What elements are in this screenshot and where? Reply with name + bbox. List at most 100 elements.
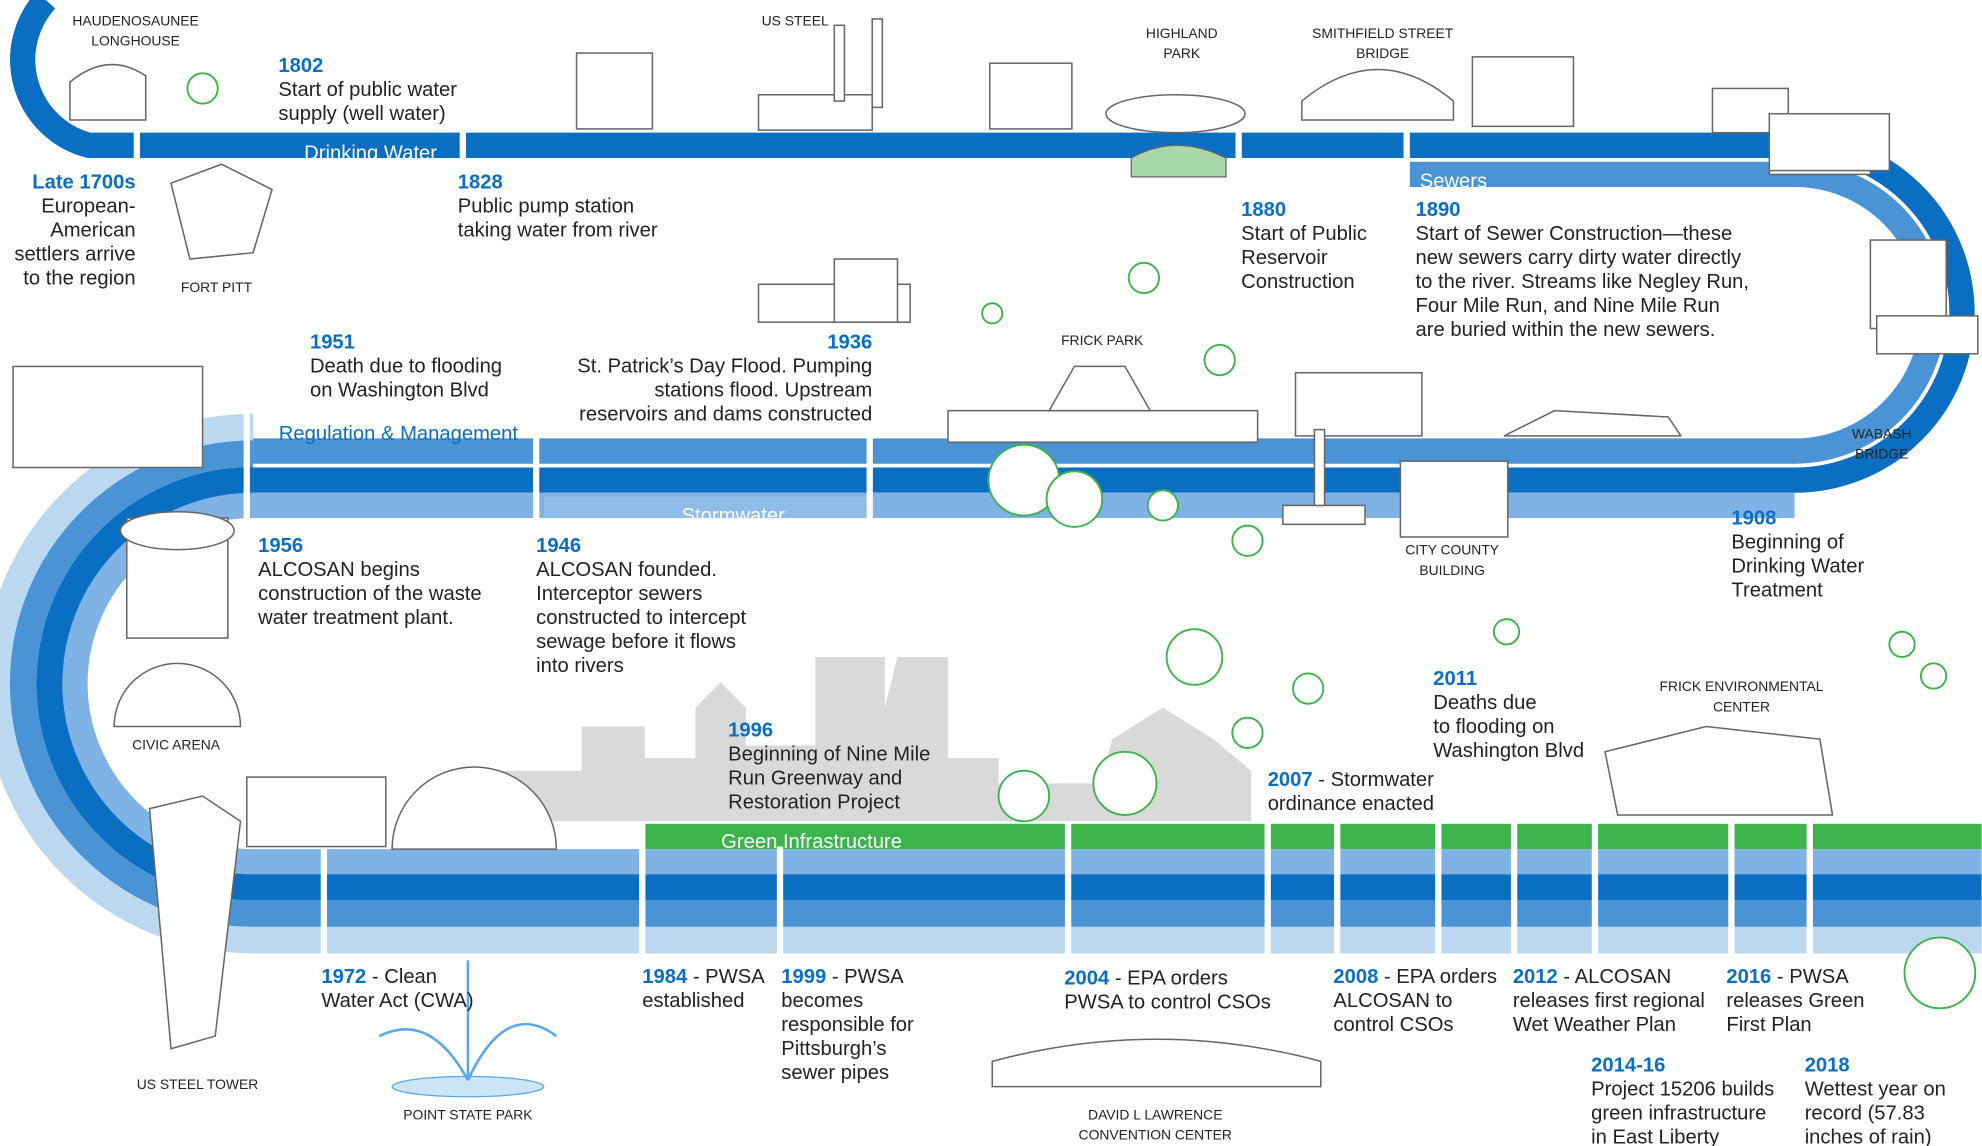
event-text: Water Act (CWA) bbox=[321, 990, 473, 1012]
event-text: green infrastructure bbox=[1591, 1102, 1766, 1124]
event-text: Beginning of Nine Mile bbox=[728, 744, 930, 766]
event-text: taking water from river bbox=[458, 219, 658, 241]
landmark-label: CENTER bbox=[1713, 698, 1770, 714]
event-text: inches of rain) bbox=[1805, 1126, 1932, 1146]
event-text: European- bbox=[41, 195, 135, 217]
landmark-label: WABASH bbox=[1852, 425, 1912, 441]
event-text: Pittsburgh’s bbox=[781, 1038, 886, 1060]
event-text: Washington Blvd bbox=[1433, 740, 1584, 762]
event-year: 2004 bbox=[1064, 967, 1110, 989]
event-year: 2012 bbox=[1513, 966, 1558, 988]
event-text: water treatment plant. bbox=[257, 607, 453, 629]
event-year: 1956 bbox=[258, 535, 303, 557]
event-text: construction of the waste bbox=[258, 583, 481, 605]
event-year: 1984 bbox=[642, 966, 688, 988]
event-text: ordinance enacted bbox=[1268, 793, 1434, 815]
event-text: - PWSA bbox=[1771, 966, 1849, 988]
event: 2014-16Project 15206 buildsgreen infrast… bbox=[1591, 1054, 1774, 1146]
event-text: - EPA orders bbox=[1378, 966, 1497, 988]
event-text: - Clean bbox=[366, 966, 437, 988]
event-year: 1946 bbox=[536, 535, 581, 557]
event-text: to flooding on bbox=[1433, 716, 1554, 738]
event-text: into rivers bbox=[536, 655, 624, 677]
landmark-label: CONVENTION CENTER bbox=[1079, 1127, 1232, 1143]
event-text: control CSOs bbox=[1333, 1014, 1453, 1036]
event-text: Wettest year on bbox=[1805, 1078, 1946, 1100]
landmark-label: FRICK ENVIRONMENTAL bbox=[1660, 678, 1824, 694]
event: 1880Start of PublicReservoirConstruction bbox=[1241, 199, 1367, 293]
landmark-label: BRIDGE bbox=[1855, 446, 1908, 462]
event-text: stations flood. Upstream bbox=[654, 380, 872, 402]
landmark-label: LONGHOUSE bbox=[91, 32, 180, 48]
event-year: 2011 bbox=[1433, 668, 1477, 690]
event-year: 2016 bbox=[1726, 966, 1771, 988]
event-text: First Plan bbox=[1726, 1014, 1811, 1036]
landmark-label: FORT PITT bbox=[181, 279, 253, 295]
event-year: 1802 bbox=[278, 55, 323, 77]
event-year: 1936 bbox=[827, 332, 872, 354]
event-text: Treatment bbox=[1731, 579, 1823, 601]
event-year: 2007 bbox=[1268, 769, 1313, 791]
event-year: 2014-16 bbox=[1591, 1054, 1665, 1076]
event-text: - EPA orders bbox=[1109, 967, 1228, 989]
event-text: Public pump station bbox=[458, 195, 634, 217]
event-text: new sewers carry dirty water directly bbox=[1416, 247, 1742, 269]
event-year: 1880 bbox=[1241, 199, 1286, 221]
event-year: 1951 bbox=[310, 332, 355, 354]
landmark-label: PARK bbox=[1163, 45, 1200, 61]
event-text: Wet Weather Plan bbox=[1513, 1014, 1676, 1036]
event-text: supply (well water) bbox=[278, 103, 445, 125]
event: 2016 - PWSAreleases GreenFirst Plan bbox=[1726, 966, 1864, 1036]
event-text: are buried within the new sewers. bbox=[1416, 319, 1716, 341]
event-text: Start of public water bbox=[278, 79, 457, 101]
event-text: PWSA to control CSOs bbox=[1064, 991, 1271, 1013]
landmark-label: POINT STATE PARK bbox=[403, 1106, 533, 1122]
band-label: Green Infrastructure bbox=[721, 831, 902, 853]
timeline-infographic: Drinking WaterSewersRegulation & Managem… bbox=[0, 0, 1982, 1146]
event-text: record (57.83 bbox=[1805, 1102, 1925, 1124]
event-text: Restoration Project bbox=[728, 792, 900, 814]
event-text: Start of Sewer Construction—these bbox=[1416, 223, 1733, 245]
landmark-label: US STEEL TOWER bbox=[137, 1076, 259, 1092]
event-text: - PWSA bbox=[687, 966, 765, 988]
event-year: 1908 bbox=[1731, 507, 1776, 529]
event: 1956ALCOSAN beginsconstruction of the wa… bbox=[257, 535, 481, 629]
event-text: Start of Public bbox=[1241, 223, 1367, 245]
event-year: Late 1700s bbox=[32, 171, 135, 193]
event: 1908Beginning ofDrinking WaterTreatment bbox=[1731, 507, 1864, 601]
band-label: Regulation & Management bbox=[279, 423, 519, 445]
event: 2018Wettest year onrecord (57.83inches o… bbox=[1805, 1054, 1946, 1146]
event-text: Death due to flooding bbox=[310, 356, 502, 378]
event-text: St. Patrick’s Day Flood. Pumping bbox=[577, 356, 872, 378]
event-text: releases Green bbox=[1726, 990, 1864, 1012]
event: 1972 - CleanWater Act (CWA) bbox=[321, 966, 473, 1012]
event-text: ALCOSAN to bbox=[1333, 990, 1452, 1012]
event-year: 2008 bbox=[1333, 966, 1378, 988]
event-text: Four Mile Run, and Nine Mile Run bbox=[1416, 295, 1720, 317]
event-text: to the river. Streams like Negley Run, bbox=[1416, 271, 1750, 293]
band-label: Drinking Water bbox=[304, 142, 437, 164]
landmark-label: HIGHLAND bbox=[1146, 25, 1218, 41]
event-text: ALCOSAN founded. bbox=[536, 559, 717, 581]
landmark-label: CIVIC ARENA bbox=[132, 736, 221, 752]
event-text: to the region bbox=[23, 267, 135, 289]
event-text: Run Greenway and bbox=[728, 768, 902, 790]
event-text: - ALCOSAN bbox=[1558, 966, 1671, 988]
event-text: releases first regional bbox=[1513, 990, 1705, 1012]
event: 1828Public pump stationtaking water from… bbox=[458, 171, 658, 241]
landmark-label: SMITHFIELD STREET bbox=[1312, 25, 1454, 41]
event-text: Drinking Water bbox=[1731, 555, 1864, 577]
event-text: sewer pipes bbox=[781, 1062, 889, 1084]
event-year: 2018 bbox=[1805, 1054, 1850, 1076]
event-text: - Stormwater bbox=[1313, 769, 1435, 791]
event-year: 1996 bbox=[728, 720, 773, 742]
